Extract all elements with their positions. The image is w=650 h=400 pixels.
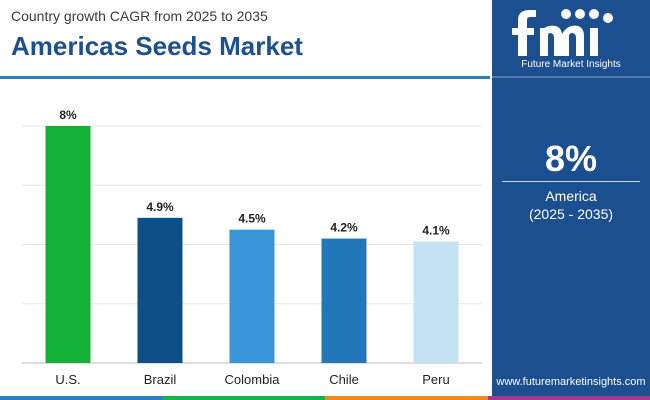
x-tick-label: Chile	[329, 372, 359, 387]
fmi-logo-icon	[512, 9, 613, 56]
bar-colombia	[229, 229, 275, 363]
logo: Future Market Insights	[492, 0, 650, 75]
footer-segment-4	[487, 396, 650, 400]
chart-title: Americas Seeds Market	[11, 31, 303, 61]
highlight-value: 8%	[544, 138, 598, 179]
footer-segment-3	[325, 396, 488, 400]
footer-segment-2	[162, 396, 325, 400]
x-tick-label: Colombia	[225, 372, 281, 387]
footer-segment-1	[0, 396, 163, 400]
highlight-region: America	[545, 188, 597, 204]
panel-separator	[492, 76, 650, 78]
x-tick-label: U.S.	[55, 372, 80, 387]
data-label: 4.9%	[146, 200, 174, 214]
highlight-underline	[502, 181, 640, 182]
footer-color-bar	[0, 396, 650, 400]
data-label: 4.1%	[422, 224, 450, 238]
logo-name: Future Market Insights	[521, 59, 621, 70]
x-tick-label: Peru	[422, 372, 449, 387]
bar-u-s	[45, 126, 91, 363]
website-link[interactable]: www.futuremarketinsights.com	[496, 376, 646, 388]
title-divider	[0, 76, 490, 79]
chart-subtitle: Country growth CAGR from 2025 to 2035	[11, 8, 268, 24]
bar-chile	[321, 238, 367, 363]
side-panel: Future Market Insights 8% America (2025 …	[492, 0, 650, 400]
data-label: 4.5%	[238, 212, 266, 226]
highlight-period: (2025 - 2035)	[528, 206, 614, 222]
bar-peru	[413, 241, 459, 363]
x-tick-label: Brazil	[144, 372, 177, 387]
bar-chart: 8% U.S. 4.9% Brazil 4.5% Colombia 4.2% Chile 4.1…	[22, 108, 482, 387]
bar-brazil	[137, 217, 183, 363]
data-label: 8%	[59, 108, 77, 122]
data-label: 4.2%	[330, 221, 358, 235]
